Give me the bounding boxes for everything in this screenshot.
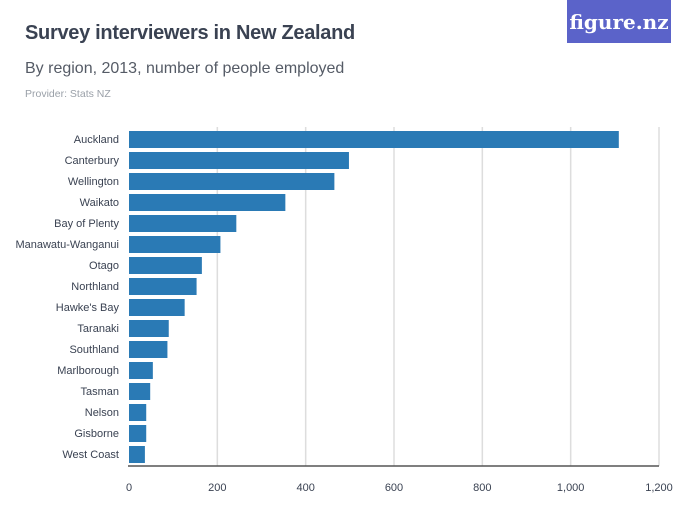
figure-nz-logo[interactable]: figure.nz bbox=[567, 0, 671, 43]
category-label: Hawke's Bay bbox=[56, 302, 120, 314]
category-label: Marlborough bbox=[57, 365, 119, 377]
bar-marlborough bbox=[129, 362, 153, 379]
x-tick-label: 600 bbox=[385, 482, 403, 494]
bar-tasman bbox=[129, 383, 151, 400]
bar-manawatu-wanganui bbox=[129, 236, 221, 253]
category-label: Canterbury bbox=[65, 155, 120, 167]
bar-otago bbox=[129, 257, 202, 274]
category-label: Tasman bbox=[80, 386, 119, 398]
x-tick-label: 0 bbox=[126, 482, 132, 494]
category-label: Auckland bbox=[74, 134, 119, 146]
x-tick-label: 400 bbox=[296, 482, 314, 494]
category-label: Taranaki bbox=[77, 323, 119, 335]
bar-auckland bbox=[129, 131, 619, 148]
category-label: Nelson bbox=[85, 407, 119, 419]
bar-hawke-s-bay bbox=[129, 299, 185, 316]
bar-southland bbox=[129, 341, 168, 358]
category-label: West Coast bbox=[62, 449, 119, 461]
category-label: Southland bbox=[69, 344, 119, 356]
category-label: Otago bbox=[89, 260, 119, 272]
chart-subtitle: By region, 2013, number of people employ… bbox=[25, 60, 345, 77]
x-tick-label: 1,000 bbox=[557, 482, 585, 494]
bar-waikato bbox=[129, 194, 286, 211]
x-tick-label: 200 bbox=[208, 482, 226, 494]
bar-nelson bbox=[129, 404, 147, 421]
category-label: Wellington bbox=[68, 176, 119, 188]
category-label: Northland bbox=[71, 281, 119, 293]
x-tick-label: 800 bbox=[473, 482, 491, 494]
bar-canterbury bbox=[129, 152, 349, 169]
bar-wellington bbox=[129, 173, 335, 190]
category-label: Gisborne bbox=[74, 428, 119, 440]
bar-bay-of-plenty bbox=[129, 215, 237, 232]
category-label: Waikato bbox=[80, 197, 119, 209]
category-label: Manawatu-Wanganui bbox=[15, 239, 119, 251]
provider-label: Provider: Stats NZ bbox=[25, 88, 111, 100]
category-label: Bay of Plenty bbox=[54, 218, 119, 230]
bar-west-coast bbox=[129, 446, 145, 463]
x-tick-label: 1,200 bbox=[645, 482, 673, 494]
bar-gisborne bbox=[129, 425, 147, 442]
bar-taranaki bbox=[129, 320, 169, 337]
bar-northland bbox=[129, 278, 197, 295]
chart-title: Survey interviewers in New Zealand bbox=[25, 22, 355, 44]
